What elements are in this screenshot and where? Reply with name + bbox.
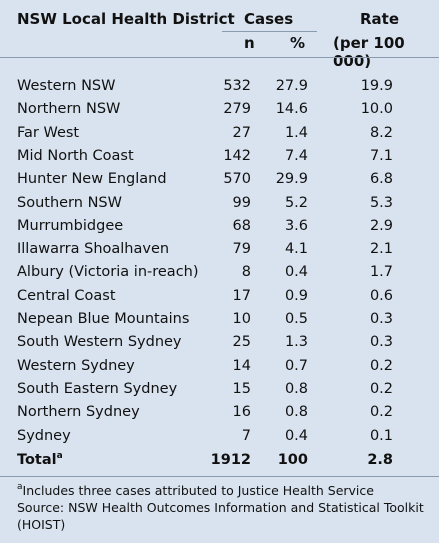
pct-cell: 0.5 (284, 311, 308, 327)
n-cell: 79 (232, 241, 251, 258)
table-row: Hunter New England 570 29.9 6.8 (0, 168, 439, 191)
rate-cell: 0.3 (369, 311, 393, 327)
district-cell: Western Sydney (17, 357, 135, 374)
table-row: Northern NSW 279 14.6 10.0 (0, 98, 439, 121)
pct-cell: 0.8 (284, 404, 308, 421)
rate-cell: 19.9 (360, 78, 393, 94)
table-row: Far West 27 1.4 8.2 (0, 122, 439, 145)
rate-cell: 0.2 (369, 404, 393, 421)
rate-cell: 8.2 (369, 124, 393, 141)
total-n: 1912 (210, 452, 251, 468)
pct-cell: 4.1 (284, 241, 308, 258)
percent-subheader: % (290, 34, 306, 52)
n-cell: 532 (223, 78, 251, 94)
pct-cell: 5.2 (284, 194, 308, 211)
table-row: Illawarra Shoalhaven 79 4.1 2.1 (0, 238, 439, 261)
n-cell: 8 (241, 264, 251, 281)
n-cell: 99 (232, 194, 251, 211)
rate-cell: 2.1 (369, 241, 393, 258)
rate-cell: 1.7 (369, 264, 393, 281)
table-row: Mid North Coast 142 7.4 7.1 (0, 145, 439, 168)
rate-cell: 0.6 (369, 287, 393, 304)
rate-cell: 0.2 (369, 380, 393, 397)
n-cell: 279 (223, 101, 251, 118)
rate-cell: 7.1 (369, 147, 393, 164)
total-label: Totala (17, 451, 63, 469)
pct-cell: 0.4 (284, 427, 308, 444)
cases-header-rule (222, 31, 317, 32)
table-row: Northern Sydney 16 0.8 0.2 (0, 401, 439, 424)
pct-cell: 0.8 (284, 380, 308, 397)
table-row: Western Sydney 14 0.7 0.2 (0, 355, 439, 378)
pct-cell: 0.9 (284, 287, 308, 304)
source-line-1: Source: NSW Health Outcomes Information … (17, 500, 424, 515)
district-cell: Illawarra Shoalhaven (17, 241, 170, 258)
district-cell: Central Coast (17, 287, 116, 304)
n-cell: 27 (232, 124, 251, 141)
table-row: Murrumbidgee 68 3.6 2.9 (0, 215, 439, 238)
pct-cell: 3.6 (284, 217, 308, 234)
n-cell: 10 (232, 311, 251, 327)
n-cell: 25 (232, 334, 251, 351)
total-row: Totala 1912 100 2.8 (0, 449, 439, 472)
district-cell: Western NSW (17, 78, 116, 94)
header-rule (0, 57, 439, 58)
table-row: South Eastern Sydney 15 0.8 0.2 (0, 378, 439, 401)
rate-header: Rate (360, 10, 400, 28)
pct-cell: 14.6 (275, 101, 308, 118)
district-cell: Northern NSW (17, 101, 121, 118)
pct-cell: 1.4 (284, 124, 308, 141)
district-cell: Southern NSW (17, 194, 122, 211)
district-cell: Northern Sydney (17, 404, 140, 421)
table-row: Albury (Victoria in-reach) 8 0.4 1.7 (0, 261, 439, 284)
n-cell: 570 (223, 171, 251, 188)
n-cell: 14 (232, 357, 251, 374)
district-cell: South Western Sydney (17, 334, 182, 351)
rate-cell: 0.1 (369, 427, 393, 444)
table-row: Sydney 7 0.4 0.1 (0, 425, 439, 448)
rate-cell: 10.0 (360, 101, 393, 118)
n-cell: 7 (241, 427, 251, 444)
district-cell: South Eastern Sydney (17, 380, 178, 397)
n-cell: 16 (232, 404, 251, 421)
rate-cell: 0.2 (369, 357, 393, 374)
table-row: Central Coast 17 0.9 0.6 (0, 285, 439, 308)
rate-cell: 2.9 (369, 217, 393, 234)
rate-unit-subheader: (per 100 000) (333, 34, 405, 70)
footnote: aIncludes three cases attributed to Just… (17, 482, 374, 499)
pct-cell: 1.3 (284, 334, 308, 351)
district-cell: Far West (17, 124, 80, 141)
footer-rule (0, 476, 439, 477)
rate-cell: 5.3 (369, 194, 393, 211)
district-cell: Sydney (17, 427, 71, 444)
pct-cell: 0.4 (284, 264, 308, 281)
rate-cell: 6.8 (369, 171, 393, 188)
n-cell: 17 (232, 287, 251, 304)
pct-cell: 7.4 (284, 147, 308, 164)
pct-cell: 27.9 (275, 78, 308, 94)
district-cell: Mid North Coast (17, 147, 134, 164)
table-row: Nepean Blue Mountains 10 0.5 0.3 (0, 308, 439, 331)
table-row: Western NSW 532 27.9 19.9 (0, 75, 439, 98)
n-cell: 15 (232, 380, 251, 397)
cases-header: Cases (244, 10, 294, 28)
district-cell: Nepean Blue Mountains (17, 311, 190, 327)
district-header: NSW Local Health District (17, 10, 235, 28)
total-rate: 2.8 (367, 452, 393, 468)
district-cell: Albury (Victoria in-reach) (17, 264, 199, 281)
n-cell: 68 (232, 217, 251, 234)
district-cell: Hunter New England (17, 171, 167, 188)
district-cell: Murrumbidgee (17, 217, 124, 234)
table-row: South Western Sydney 25 1.3 0.3 (0, 331, 439, 354)
source-line-2: (HOIST) (17, 517, 66, 532)
total-pct: 100 (277, 452, 308, 468)
pct-cell: 29.9 (275, 171, 308, 188)
n-subheader: n (244, 34, 255, 52)
pct-cell: 0.7 (284, 357, 308, 374)
table-row: Southern NSW 99 5.2 5.3 (0, 192, 439, 215)
rate-cell: 0.3 (369, 334, 393, 351)
n-cell: 142 (223, 147, 251, 164)
